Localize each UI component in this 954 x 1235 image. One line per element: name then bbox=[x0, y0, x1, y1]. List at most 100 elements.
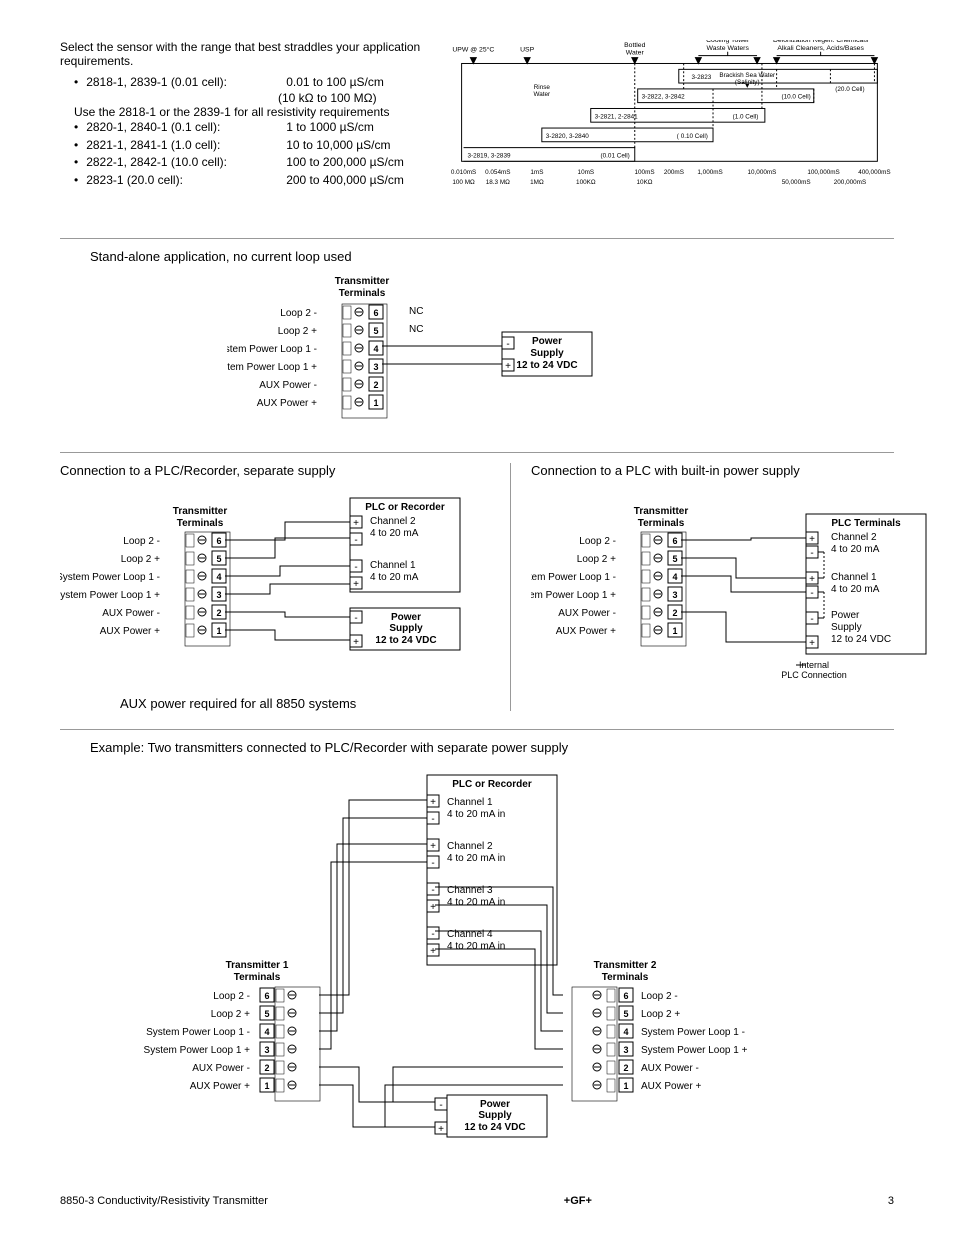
svg-text:+: + bbox=[353, 637, 359, 648]
svg-text:3-2821, 2-2841: 3-2821, 2-2841 bbox=[595, 113, 639, 120]
svg-text:3-2819, 3-2839: 3-2819, 3-2839 bbox=[467, 152, 511, 159]
svg-text:12 to 24 VDC: 12 to 24 VDC bbox=[831, 634, 891, 645]
svg-text:AUX Power +: AUX Power + bbox=[641, 1081, 701, 1092]
svg-text:4 to 20 mA in: 4 to 20 mA in bbox=[447, 809, 505, 820]
svg-text:3: 3 bbox=[623, 1045, 628, 1055]
svg-text:UPW @ 25°C: UPW @ 25°C bbox=[452, 46, 494, 54]
svg-text:Channel 1: Channel 1 bbox=[447, 797, 493, 808]
svg-text:(10.0 Cell): (10.0 Cell) bbox=[782, 94, 811, 101]
svg-text:Terminals: Terminals bbox=[234, 972, 281, 983]
svg-text:+: + bbox=[430, 797, 436, 808]
svg-text:100 MΩ: 100 MΩ bbox=[452, 179, 475, 186]
svg-text:Terminals: Terminals bbox=[602, 972, 649, 983]
svg-text:AUX Power -: AUX Power - bbox=[259, 380, 317, 391]
svg-text:System Power Loop 1 -: System Power Loop 1 - bbox=[146, 1027, 250, 1038]
svg-text:6: 6 bbox=[623, 991, 628, 1001]
svg-text:-: - bbox=[431, 858, 434, 869]
svg-text:-: - bbox=[431, 814, 434, 825]
footer-center: +GF+ bbox=[268, 1195, 888, 1207]
svg-text:System Power Loop 1 +: System Power Loop 1 + bbox=[531, 590, 616, 601]
svg-text:Loop 2 +: Loop 2 + bbox=[121, 554, 160, 565]
svg-text:Loop 2 +: Loop 2 + bbox=[278, 326, 317, 337]
svg-text:3: 3 bbox=[672, 590, 677, 600]
svg-text:-: - bbox=[354, 613, 357, 624]
svg-text:+: + bbox=[809, 638, 815, 649]
svg-text:Transmitter: Transmitter bbox=[173, 506, 228, 517]
svg-text:Transmitter 1: Transmitter 1 bbox=[226, 960, 289, 971]
svg-text:-: - bbox=[354, 562, 357, 573]
svg-text:Power: Power bbox=[391, 612, 421, 623]
svg-text:1,000mS: 1,000mS bbox=[697, 169, 722, 176]
svg-text:+: + bbox=[430, 946, 436, 957]
svg-text:+: + bbox=[505, 361, 511, 372]
svg-text:System Power Loop 1 +: System Power Loop 1 + bbox=[60, 590, 160, 601]
svg-text:Water: Water bbox=[626, 50, 645, 57]
svg-text:Transmitter 2: Transmitter 2 bbox=[594, 960, 657, 971]
footer: 8850-3 Conductivity/Resistivity Transmit… bbox=[60, 1195, 894, 1207]
svg-text:5: 5 bbox=[373, 326, 378, 336]
svg-text:AUX Power +: AUX Power + bbox=[100, 626, 160, 637]
svg-text:100KΩ: 100KΩ bbox=[576, 179, 596, 186]
svg-text:( 0.10 Cell): ( 0.10 Cell) bbox=[677, 133, 708, 140]
svg-text:Transmitter: Transmitter bbox=[335, 276, 390, 287]
svg-text:-: - bbox=[431, 885, 434, 896]
svg-text:(0.01 Cell): (0.01 Cell) bbox=[601, 152, 630, 159]
svg-text:10mS: 10mS bbox=[578, 169, 595, 176]
svg-text:Channel 2: Channel 2 bbox=[831, 532, 877, 543]
diag1: Transmitter Terminals 6Loop 2 -5Loop 2 +… bbox=[227, 274, 727, 434]
svg-text:Terminals: Terminals bbox=[339, 288, 386, 299]
svg-text:Supply: Supply bbox=[478, 1110, 512, 1121]
svg-text:-: - bbox=[810, 548, 813, 559]
footer-right: 3 bbox=[888, 1195, 894, 1207]
svg-text:4: 4 bbox=[373, 344, 378, 354]
svg-text:PLC or Recorder: PLC or Recorder bbox=[452, 779, 532, 790]
svg-text:3-2823: 3-2823 bbox=[692, 74, 712, 81]
svg-text:4 to 20 mA in: 4 to 20 mA in bbox=[447, 941, 505, 952]
svg-text:2: 2 bbox=[373, 380, 378, 390]
svg-text:AUX Power -: AUX Power - bbox=[192, 1063, 250, 1074]
svg-text:4 to 20 mA: 4 to 20 mA bbox=[370, 572, 419, 583]
svg-text:+: + bbox=[430, 841, 436, 852]
svg-text:3-2822, 3-2842: 3-2822, 3-2842 bbox=[642, 94, 686, 101]
svg-text:0.010mS: 0.010mS bbox=[451, 169, 476, 176]
svg-text:4 to 20 mA in: 4 to 20 mA in bbox=[447, 897, 505, 908]
svg-text:AUX Power +: AUX Power + bbox=[190, 1081, 250, 1092]
svg-text:1: 1 bbox=[264, 1081, 269, 1091]
svg-text:+: + bbox=[430, 902, 436, 913]
svg-text:400,000mS: 400,000mS bbox=[858, 169, 890, 176]
svg-text:System Power Loop 1 +: System Power Loop 1 + bbox=[641, 1045, 748, 1056]
svg-text:Supply: Supply bbox=[831, 622, 862, 633]
svg-text:+: + bbox=[438, 1124, 444, 1135]
svg-text:USP: USP bbox=[520, 47, 534, 54]
svg-text:(1.0 Cell): (1.0 Cell) bbox=[733, 113, 759, 120]
diag-twocol: Connection to a PLC/Recorder, separate s… bbox=[60, 463, 894, 711]
svg-text:System Power Loop 1 -: System Power Loop 1 - bbox=[60, 572, 160, 583]
sensor-list: 2818-1, 2839-1 (0.01 cell):0.01 to 100 µ… bbox=[60, 74, 424, 91]
svg-text:Channel 1: Channel 1 bbox=[831, 572, 877, 583]
svg-text:4: 4 bbox=[623, 1027, 628, 1037]
resistivity-line: (10 kΩ to 100 MΩ) bbox=[60, 91, 424, 105]
svg-text:System Power Loop 1 +: System Power Loop 1 + bbox=[144, 1045, 251, 1056]
svg-text:AUX Power -: AUX Power - bbox=[102, 608, 160, 619]
svg-text:Alkali Cleaners, Acids/Bases: Alkali Cleaners, Acids/Bases bbox=[777, 45, 864, 52]
svg-text:+: + bbox=[353, 579, 359, 590]
svg-text:2: 2 bbox=[216, 608, 221, 618]
svg-text:PLC Connection: PLC Connection bbox=[781, 670, 847, 680]
svg-text:100mS: 100mS bbox=[634, 169, 654, 176]
svg-text:AUX Power -: AUX Power - bbox=[641, 1063, 699, 1074]
svg-text:System Power Loop 1 -: System Power Loop 1 - bbox=[641, 1027, 745, 1038]
svg-text:Loop 2 +: Loop 2 + bbox=[641, 1009, 680, 1020]
svg-text:4 to 20 mA in: 4 to 20 mA in bbox=[447, 853, 505, 864]
svg-text:Water: Water bbox=[533, 91, 550, 98]
svg-text:1: 1 bbox=[672, 626, 677, 636]
svg-text:18.3 MΩ: 18.3 MΩ bbox=[486, 179, 510, 186]
svg-text:1: 1 bbox=[216, 626, 221, 636]
svg-text:Power: Power bbox=[480, 1099, 510, 1110]
svg-text:2: 2 bbox=[623, 1063, 628, 1073]
svg-text:-: - bbox=[431, 929, 434, 940]
svg-text:4: 4 bbox=[264, 1027, 269, 1037]
svg-text:Cooling Tower: Cooling Tower bbox=[706, 40, 750, 44]
svg-text:+: + bbox=[809, 534, 815, 545]
svg-text:6: 6 bbox=[373, 308, 378, 318]
svg-text:6: 6 bbox=[672, 536, 677, 546]
